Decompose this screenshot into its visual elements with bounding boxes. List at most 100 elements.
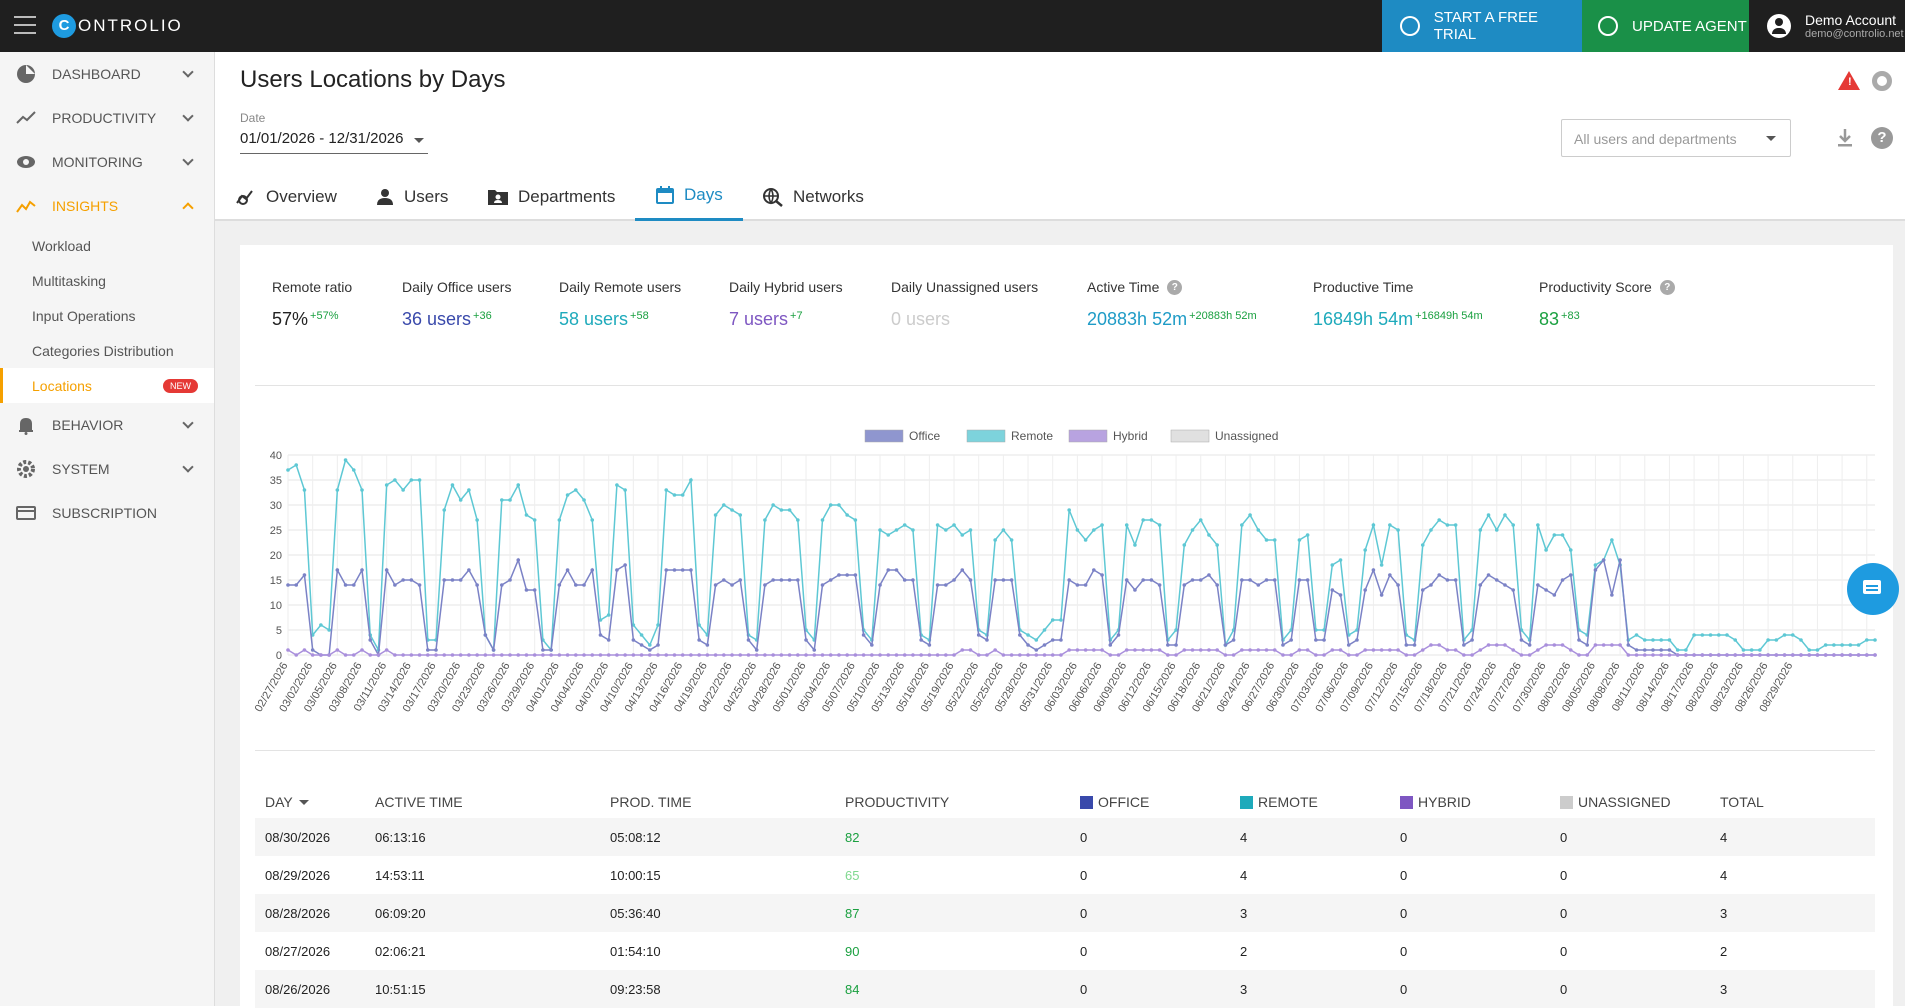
sidebar-item-insights[interactable]: INSIGHTS (0, 184, 214, 228)
tab-days[interactable]: Days (635, 172, 743, 221)
account-menu[interactable]: Demo Account demo@controlio.net (1749, 0, 1905, 52)
data-point-office (1519, 638, 1524, 642)
data-point-hybrid (853, 653, 858, 657)
cell-active-time: 06:13:16 (375, 830, 426, 845)
tab-label: Departments (518, 186, 616, 206)
cell-office: 0 (1080, 906, 1088, 921)
sidebar-item-productivity[interactable]: PRODUCTIVITY (0, 96, 214, 140)
data-point-remote (1790, 633, 1795, 637)
sidebar-subitem-categories-distribution[interactable]: Categories Distribution (32, 342, 174, 359)
start-free-trial-button[interactable]: START A FREE TRIAL (1382, 0, 1582, 52)
sidebar-item-behavior[interactable]: BEHAVIOR (0, 403, 214, 447)
data-point-office (1610, 593, 1614, 597)
sidebar-item-system[interactable]: SYSTEM (0, 447, 214, 491)
column-header-day[interactable]: DAY (265, 794, 309, 810)
sidebar-item-subscription[interactable]: SUBSCRIPTION (0, 491, 214, 535)
data-point-hybrid (623, 653, 627, 657)
data-point-remote (1544, 548, 1548, 552)
data-point-hybrid (1667, 653, 1672, 657)
help-icon[interactable]: ? (1167, 279, 1183, 295)
data-point-remote (499, 498, 504, 502)
menu-icon[interactable] (14, 16, 36, 34)
data-point-office (582, 583, 586, 587)
data-point-hybrid (1552, 643, 1557, 647)
tab-overview[interactable]: Overview (235, 172, 337, 221)
column-header-total[interactable]: TOTAL (1720, 794, 1764, 810)
date-range-picker[interactable]: 01/01/2026 - 12/31/2026 (240, 130, 428, 154)
data-point-remote (1749, 648, 1754, 652)
download-icon[interactable] (1836, 128, 1854, 148)
column-header-active-time[interactable]: ACTIVE TIME (375, 794, 463, 810)
column-label: PROD. TIME (610, 794, 692, 810)
data-point-remote (335, 488, 340, 492)
sidebar-subitem-locations[interactable]: Locations NEW (0, 368, 214, 403)
update-agent-button[interactable]: UPDATE AGENT (1582, 0, 1749, 52)
column-header-unassigned[interactable]: UNASSIGNED (1560, 794, 1671, 810)
data-point-office (351, 583, 356, 587)
table-row[interactable]: 08/29/2026 14:53:11 10:00:15 65 0 4 0 0 … (255, 856, 1875, 894)
data-point-hybrid (1445, 648, 1450, 652)
stat-label: Daily Remote users (559, 279, 682, 295)
data-point-remote (1651, 638, 1655, 642)
data-point-hybrid (376, 653, 381, 657)
data-point-remote (327, 628, 331, 632)
data-point-remote (787, 508, 792, 512)
data-point-office (730, 583, 734, 587)
data-point-remote (1511, 523, 1515, 527)
sort-desc-icon (298, 799, 309, 805)
data-point-office (1453, 578, 1458, 582)
data-point-office (360, 568, 364, 572)
column-header-office[interactable]: OFFICE (1080, 794, 1149, 810)
tab-networks[interactable]: Networks (762, 172, 864, 221)
tab-departments[interactable]: Departments (487, 172, 615, 221)
data-point-office (1067, 578, 1071, 582)
table-header: DAY ACTIVE TIME PROD. TIME PRODUCTIVITY … (255, 784, 1875, 818)
data-point-hybrid (549, 653, 553, 657)
data-point-remote (820, 518, 825, 522)
data-point-remote (730, 508, 734, 512)
data-point-hybrid (1264, 648, 1269, 652)
table-row[interactable]: 08/26/2026 10:51:15 09:23:58 84 0 3 0 0 … (255, 970, 1875, 1008)
sidebar-item-monitoring[interactable]: MONITORING (0, 140, 214, 184)
column-header-prod-time[interactable]: PROD. TIME (610, 794, 691, 810)
logo[interactable]: C ONTROLIO (52, 14, 183, 38)
data-point-remote (417, 478, 422, 482)
column-header-productivity[interactable]: PRODUCTIVITY (845, 794, 949, 810)
data-point-hybrid (968, 648, 973, 652)
data-point-hybrid (1536, 648, 1540, 652)
sidebar-subitem-multitasking[interactable]: Multitasking (32, 272, 106, 289)
data-point-hybrid (878, 653, 882, 657)
data-point-office (541, 648, 545, 652)
sidebar-subitem-workload[interactable]: Workload (32, 237, 91, 254)
data-point-remote (1667, 638, 1672, 642)
y-tick-label: 40 (270, 450, 282, 462)
table-row[interactable]: 08/28/2026 06:09:20 05:36:40 87 0 3 0 0 … (255, 894, 1875, 932)
data-point-hybrid (689, 653, 693, 657)
cell-day: 08/28/2026 (265, 906, 331, 921)
data-point-remote (508, 498, 512, 502)
data-point-hybrid (1577, 653, 1581, 657)
warning-icon[interactable]: ! (1838, 71, 1860, 90)
help-icon[interactable]: ? (1659, 279, 1675, 295)
tab-label: Overview (266, 186, 337, 206)
column-header-remote[interactable]: REMOTE (1240, 794, 1318, 810)
help-icon[interactable]: ? (1871, 127, 1893, 149)
sidebar-item-dashboard[interactable]: DASHBOARD (0, 52, 214, 96)
data-point-hybrid (1741, 653, 1746, 657)
sidebar-subitem-input-operations[interactable]: Input Operations (32, 307, 136, 324)
overview-icon (236, 189, 253, 205)
chat-button[interactable] (1847, 563, 1899, 615)
table-row[interactable]: 08/27/2026 02:06:21 01:54:10 90 0 2 0 0 … (255, 932, 1875, 970)
users-departments-select[interactable]: All users and departments (1561, 119, 1791, 157)
data-point-hybrid (1873, 653, 1877, 657)
settings-icon[interactable] (1872, 71, 1892, 91)
table-row[interactable]: 08/30/2026 06:13:16 05:08:12 82 0 4 0 0 … (255, 818, 1875, 856)
column-header-hybrid[interactable]: HYBRID (1400, 794, 1471, 810)
date-label: Date (240, 111, 266, 125)
data-point-hybrid (771, 653, 775, 657)
data-point-remote (886, 533, 891, 537)
data-point-office (689, 568, 693, 572)
tab-users[interactable]: Users (375, 172, 448, 221)
data-point-hybrid (1166, 653, 1170, 657)
data-point-hybrid (1634, 653, 1639, 657)
